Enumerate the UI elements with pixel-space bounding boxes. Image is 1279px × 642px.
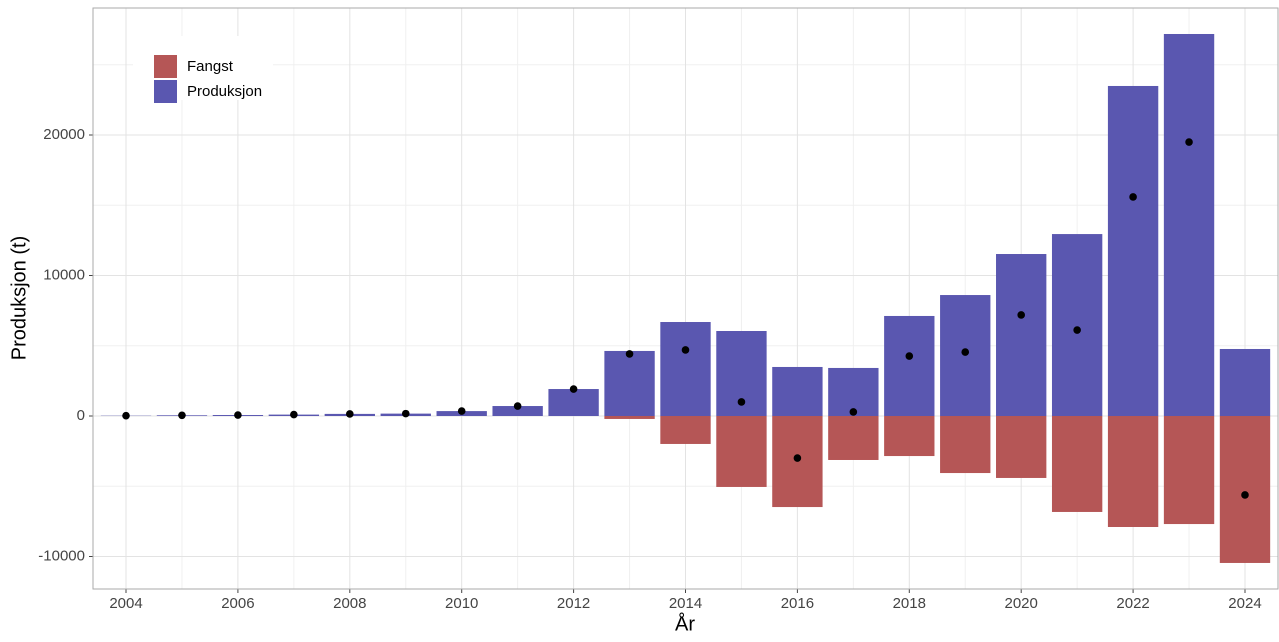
bar [660,416,710,444]
legend-swatch [154,80,177,103]
x-tick-label: 2018 [893,595,926,612]
point [961,348,969,356]
bar [548,389,598,416]
x-axis-title: År [675,612,695,635]
bar [828,416,878,460]
bar [1220,416,1270,563]
bar [772,367,822,416]
y-tick-label: 0 [77,407,85,424]
point [1241,491,1249,499]
x-tick-label: 2022 [1116,595,1149,612]
point [794,454,802,462]
point [458,407,466,415]
point [234,411,242,419]
point [290,411,298,419]
x-tick-label: 2004 [109,595,142,612]
bar [1108,86,1158,416]
x-tick-label: 2014 [669,595,702,612]
bar [996,254,1046,416]
legend-label: Fangst [187,58,234,75]
bar [1164,416,1214,524]
y-axis-title: Produksjon (t) [8,236,30,361]
x-tick-label: 2024 [1228,595,1261,612]
point [570,385,578,393]
bar [604,416,654,419]
bar [1052,234,1102,416]
legend-label: Produksjon [187,83,262,100]
point [402,410,410,418]
bar [660,322,710,416]
point [850,408,858,416]
point [1073,326,1081,334]
point [122,412,130,420]
point [905,352,913,360]
bar [884,316,934,416]
bar [1164,34,1214,416]
x-tick-label: 2008 [333,595,366,612]
point [682,346,690,354]
bar [884,416,934,456]
point [178,412,186,420]
bar [1052,416,1102,512]
y-tick-label: 10000 [43,266,85,283]
y-tick-label: -10000 [38,547,85,564]
legend-swatch [154,55,177,78]
point [738,398,746,406]
bar [1220,349,1270,416]
bar [1108,416,1158,527]
x-tick-label: 2006 [221,595,254,612]
bar [940,416,990,473]
point [346,410,354,418]
x-tick-label: 2010 [445,595,478,612]
bar [604,351,654,416]
bar [996,416,1046,478]
point [514,402,522,410]
x-tick-label: 2012 [557,595,590,612]
bar [716,416,766,487]
point [1017,311,1025,319]
x-tick-label: 2016 [781,595,814,612]
point [1129,193,1137,201]
point [1185,138,1193,146]
y-tick-label: 20000 [43,126,85,143]
x-tick-label: 2020 [1005,595,1038,612]
point [626,350,634,358]
